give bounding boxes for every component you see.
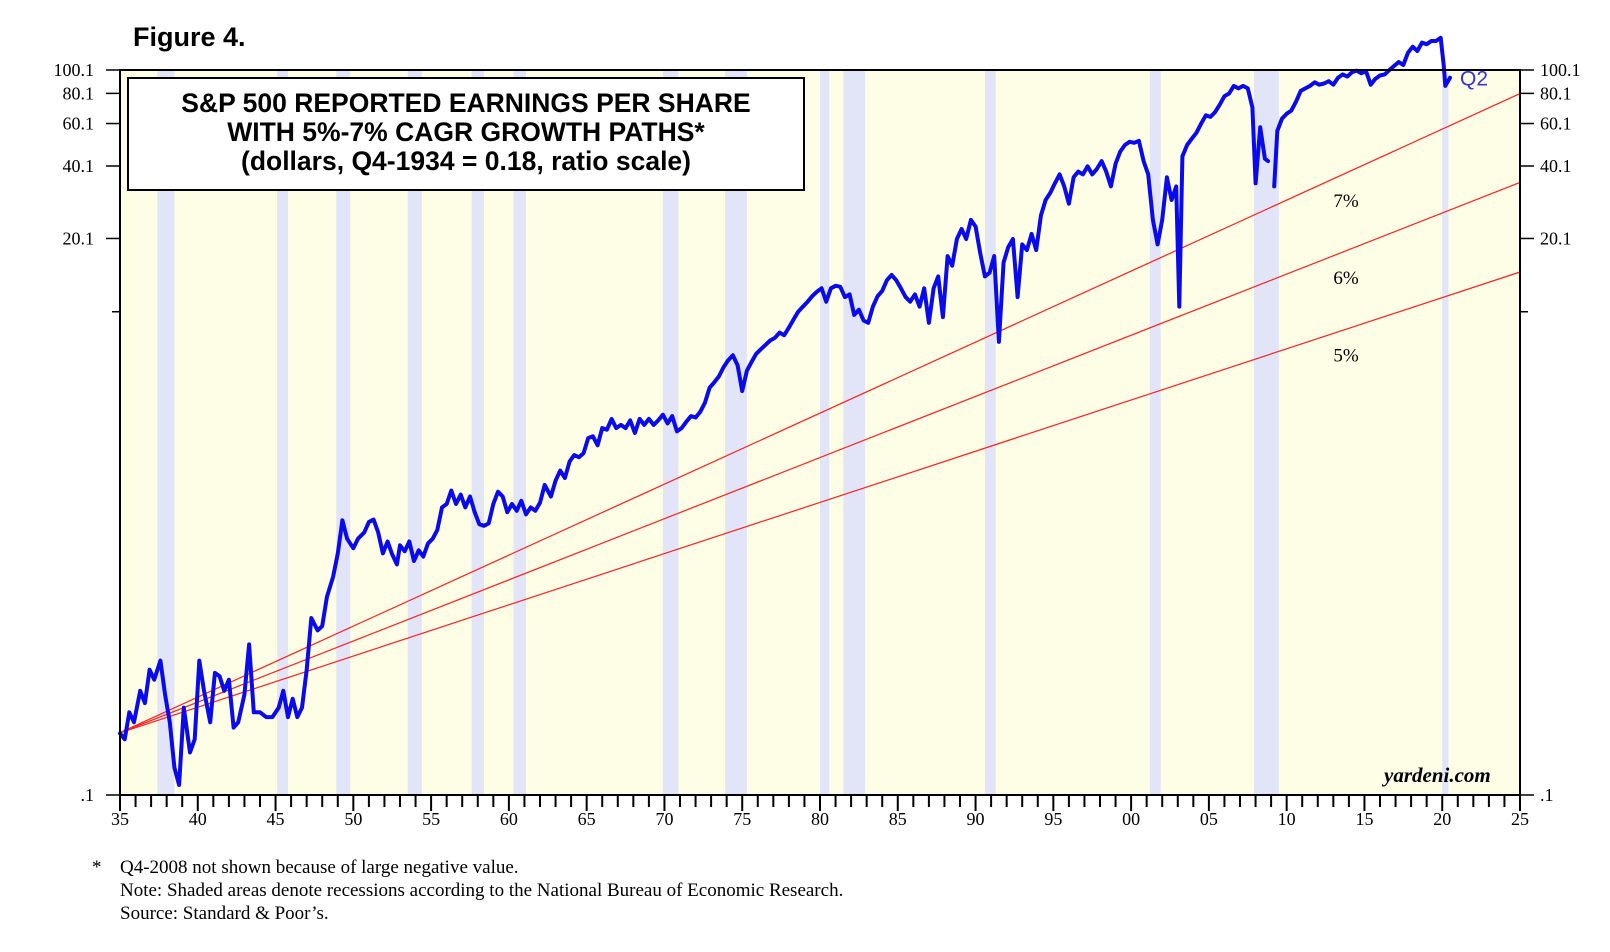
y-tick-label-left: 20.1 xyxy=(63,228,95,248)
x-tick-label: 90 xyxy=(967,809,985,829)
chart-labels: 7% 6% 5% Q2 xyxy=(1333,68,1488,367)
title-line-1: S&P 500 REPORTED EARNINGS PER SHARE xyxy=(181,88,751,118)
y-tick-label-right: 80.1 xyxy=(1540,83,1572,103)
x-tick-label: 50 xyxy=(344,809,362,829)
recession-band xyxy=(277,70,288,795)
growth-path-0.07 xyxy=(119,93,1521,734)
x-tick-label: 55 xyxy=(422,809,440,829)
x-tick-label: 35 xyxy=(111,809,129,829)
y-tick-label-left: 60.1 xyxy=(63,114,95,134)
footnote-line-1: Q4-2008 not shown because of large negat… xyxy=(120,857,519,878)
recession-band xyxy=(336,70,351,795)
recession-bands xyxy=(157,70,1449,795)
recession-band xyxy=(513,70,526,795)
title-line-2: WITH 5%-7% CAGR GROWTH PATHS* xyxy=(227,117,705,147)
x-tick-label: 00 xyxy=(1122,809,1140,829)
y-tick-label-left: 80.1 xyxy=(63,83,95,103)
footnote-asterisk: * xyxy=(92,857,102,878)
recession-band xyxy=(725,70,747,795)
y-tick-label-right: 100.1 xyxy=(1540,60,1581,80)
recession-band xyxy=(1254,70,1279,795)
title-line-3: (dollars, Q4-1934 = 0.18, ratio scale) xyxy=(241,146,691,176)
y-tick-label-left: .1 xyxy=(81,785,95,805)
recession-band xyxy=(662,70,679,795)
series-line xyxy=(1272,35,1452,189)
x-tick-label: 75 xyxy=(733,809,751,829)
figure-label: Figure 4. xyxy=(133,22,246,52)
recession-band xyxy=(157,70,175,795)
chart-title-box: S&P 500 REPORTED EARNINGS PER SHARE WITH… xyxy=(127,77,805,191)
recession-band xyxy=(984,70,996,795)
series-end-label: Q2 xyxy=(1460,68,1488,91)
y-tick-label-right: .1 xyxy=(1540,785,1554,805)
x-tick-label: 65 xyxy=(578,809,596,829)
growth-path-label: 5% xyxy=(1333,345,1359,366)
x-tick-label: 40 xyxy=(189,809,207,829)
growth-path-0.06 xyxy=(119,181,1521,734)
recession-band xyxy=(1149,70,1161,795)
x-tick-label: 95 xyxy=(1044,809,1062,829)
y-tick-label-left: 100.1 xyxy=(54,60,95,80)
y-tick-label-right: 20.1 xyxy=(1540,228,1572,248)
y-tick-label-right: 60.1 xyxy=(1540,114,1572,134)
x-tick-label: 15 xyxy=(1355,809,1373,829)
recession-band xyxy=(820,70,830,795)
y-tick-label-left: 40.1 xyxy=(63,156,95,176)
footnote-line-2: Note: Shaded areas denote recessions acc… xyxy=(120,880,844,901)
growth-path-0.05 xyxy=(119,271,1521,734)
x-tick-label: 05 xyxy=(1200,809,1218,829)
series-line xyxy=(118,83,1270,787)
growth-path-label: 6% xyxy=(1333,268,1359,289)
x-tick-label: 85 xyxy=(889,809,907,829)
growth-path-label: 7% xyxy=(1333,191,1359,212)
x-tick-label: 45 xyxy=(267,809,285,829)
x-tick-label: 70 xyxy=(655,809,673,829)
growth-path-lines xyxy=(119,93,1521,734)
x-tick-label: 80 xyxy=(811,809,829,829)
watermark: yardeni.com xyxy=(1384,763,1491,787)
footnote-line-3: Source: Standard & Poor’s. xyxy=(120,903,329,924)
footnotes: * Q4-2008 not shown because of large neg… xyxy=(92,856,843,925)
recession-band xyxy=(843,70,866,795)
x-tick-label: 10 xyxy=(1278,809,1296,829)
x-tick-label: 60 xyxy=(500,809,518,829)
recession-band xyxy=(1442,70,1449,795)
axes: 35 40 45 50 55 60 65 70 75 80 85 90 95 00 05 10 15 20 25 .1… xyxy=(54,60,1581,829)
recession-band xyxy=(407,70,422,795)
y-tick-label-right: 40.1 xyxy=(1540,156,1572,176)
x-tick-label: 20 xyxy=(1433,809,1451,829)
x-tick-label: 25 xyxy=(1511,809,1529,829)
eps-series xyxy=(118,35,1452,787)
